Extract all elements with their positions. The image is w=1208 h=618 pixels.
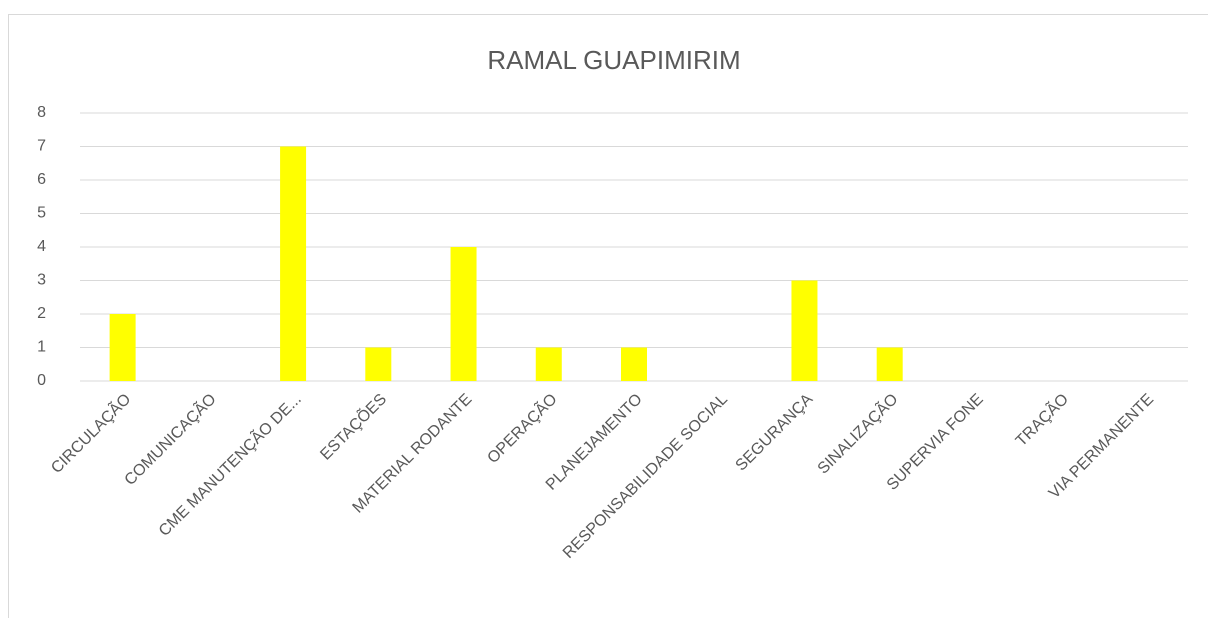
y-tick-label: 7 xyxy=(37,138,46,155)
y-tick-label: 4 xyxy=(37,238,46,255)
bar xyxy=(109,314,136,381)
x-tick-label: CIRCULAÇÃO xyxy=(46,389,134,477)
y-tick-label: 5 xyxy=(37,205,46,222)
bar xyxy=(876,347,903,381)
x-tick-label: SEGURANÇA xyxy=(733,391,817,475)
x-tick-label: SINALIZAÇÃO xyxy=(813,389,902,478)
y-tick-label: 2 xyxy=(37,305,46,322)
y-tick-label: 1 xyxy=(37,339,46,356)
x-tick-label: SUPERVIA FONE xyxy=(884,391,987,494)
y-tick-label: 3 xyxy=(37,272,46,289)
bar xyxy=(365,347,392,381)
bar xyxy=(450,247,477,381)
x-tick-label: OPERAÇÃO xyxy=(482,389,560,467)
bar xyxy=(791,280,818,381)
y-tick-label: 6 xyxy=(37,171,46,188)
bar xyxy=(621,347,647,381)
y-tick-label: 8 xyxy=(37,104,46,121)
x-tick-label: COMUNICAÇÃO xyxy=(119,389,219,489)
x-tick-label: ESTAÇÕES xyxy=(315,389,390,464)
chart-title: RAMAL GUAPIMIRIM xyxy=(487,45,740,75)
x-tick-label: RESPONSABILIDADE SOCIAL xyxy=(560,391,731,562)
x-tick-label: CME MANUTENÇÃO DE... xyxy=(154,389,305,540)
x-tick-label: TRAÇÃO xyxy=(1011,389,1072,450)
bar xyxy=(535,347,562,381)
bar xyxy=(280,146,307,381)
chart-frame xyxy=(8,14,1208,618)
y-tick-label: 0 xyxy=(37,372,46,389)
